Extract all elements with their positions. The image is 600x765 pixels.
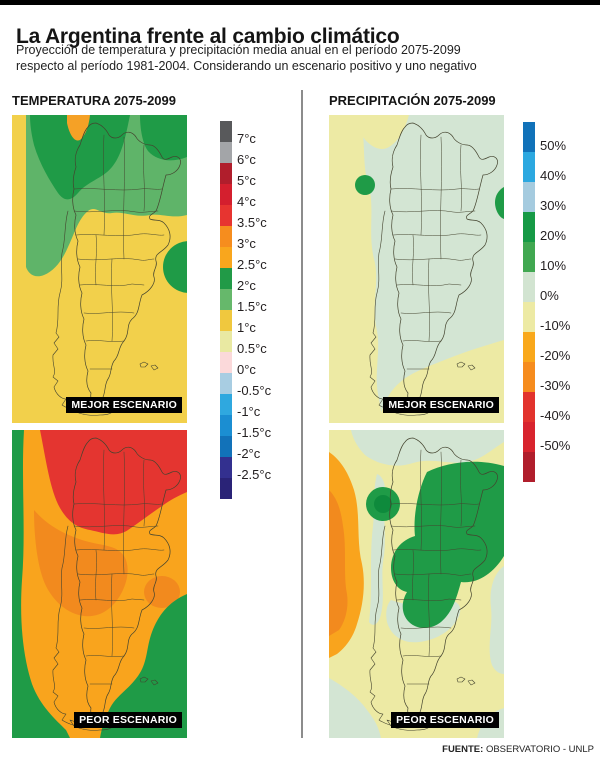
legend-segment [220,478,232,499]
legend-segment [220,226,232,247]
legend-label: -50% [540,438,571,453]
region-0pct-east [489,566,504,674]
legend-segment [220,163,232,184]
legend-segment [523,302,535,332]
region-3-5c-north [40,430,187,535]
scenario-badge-best-temperature: MEJOR ESCENARIO [66,397,182,413]
legend-label: 1°c [237,320,256,335]
legend-label: -30% [540,378,571,393]
legend-segment [523,122,535,152]
region-0pct-north [351,430,504,466]
legend-label: 0% [540,288,559,303]
legend-segment [523,362,535,392]
region-2c-northeast [140,115,187,161]
legend-segment [220,310,232,331]
legend-label: 0.5°c [237,341,267,356]
legend-segment [220,289,232,310]
legend-label: 3.5°c [237,215,267,230]
region-minus10-north [359,115,409,150]
legend-segment [220,331,232,352]
region-plus20-east [494,187,504,219]
legend-label: 20% [540,228,567,243]
page-title: La Argentina frente al cambio climático [16,25,400,49]
region-2c-east [163,241,187,293]
scenario-badge-worst-temperature: PEOR ESCENARIO [74,712,182,728]
legend-segment [523,182,535,212]
region-3c-center [34,510,128,617]
legend-label: -40% [540,408,571,423]
temperature-map-best: MEJOR ESCENARIO [12,115,187,423]
legend-segment [220,184,232,205]
region-2c-west [12,430,70,738]
legend-segment [220,373,232,394]
region-minus30-west [329,490,348,636]
precipitation-legend: 50% 40% 30% 20% 10% 0% -10% -20% -30% -40% -50% [523,122,570,482]
legend-segment [523,392,535,422]
subtitle-line-2: respecto al período 1981-2004. Considera… [16,59,477,73]
legend-segment [220,121,232,142]
region-2c-southeast [100,594,187,738]
legend-label: -1.5°c [237,425,272,440]
source-credit: FUENTE: OBSERVATORIO - UNLP [442,744,594,755]
page-subtitle: Proyección de temperatura y precipitació… [16,42,477,74]
legend-label: 50% [540,138,567,153]
legend-label: 10% [540,258,567,273]
legend-segment [220,205,232,226]
legend-label: -10% [540,318,571,333]
legend-segment [523,152,535,182]
legend-label: 5°c [237,173,256,188]
legend-segment [523,452,535,482]
subtitle-line-1: Proyección de temperatura y precipitació… [16,43,461,57]
temperature-legend: 7°c 6°c 5°c 4°c 3.5°c 3°c 2.5°c 2°c 1.5°c 1°c 0.5°… [220,121,271,499]
region-plus20-andes-core [374,495,392,513]
legend-label: -2°c [237,446,261,461]
region-plus10-northeast [391,461,504,628]
temperature-map-worst: PEOR ESCENARIO [12,430,187,738]
legend-label: 2°c [237,278,256,293]
legend-label: -20% [540,348,571,363]
legend-segment [523,272,535,302]
legend-label: 2.5°c [237,257,267,272]
legend-label: 4°c [237,194,256,209]
legend-segment [220,247,232,268]
legend-label: -0.5°c [237,383,272,398]
precipitation-legend-color-bar [523,122,535,482]
legend-segment [220,268,232,289]
temperature-section-header: TEMPERATURA 2075-2099 [12,93,176,108]
legend-segment [220,415,232,436]
source-value: OBSERVATORIO - UNLP [483,744,594,755]
legend-label: -1°c [237,404,261,419]
legend-label: 40% [540,168,567,183]
region-0pct-bottom-left [329,678,381,738]
scenario-badge-worst-precipitation: PEOR ESCENARIO [391,712,499,728]
legend-segment [523,332,535,362]
legend-segment [523,422,535,452]
legend-label: 6°c [237,152,256,167]
precipitation-section-header: PRECIPITACIÓN 2075-2099 [329,93,496,108]
legend-segment [523,212,535,242]
top-black-bar [0,0,600,5]
legend-segment [220,394,232,415]
scenario-badge-best-precipitation: MEJOR ESCENARIO [383,397,499,413]
legend-label: 0°c [237,362,256,377]
precipitation-map-best: MEJOR ESCENARIO [329,115,504,423]
legend-segment [220,352,232,373]
source-label: FUENTE: [442,744,484,755]
legend-label: 3°c [237,236,256,251]
legend-segment [220,436,232,457]
legend-label: -2.5°c [237,467,272,482]
legend-segment [523,242,535,272]
region-3c-spot [67,115,90,141]
region-plus20-andes [355,175,375,195]
column-divider [301,90,303,738]
region-2c-north [30,115,130,200]
legend-segment [220,142,232,163]
legend-label: 30% [540,198,567,213]
legend-label: 7°c [237,131,256,146]
legend-segment [220,457,232,478]
legend-label: 1.5°c [237,299,267,314]
temperature-legend-color-bar [220,121,232,499]
precipitation-map-worst: PEOR ESCENARIO [329,430,504,738]
